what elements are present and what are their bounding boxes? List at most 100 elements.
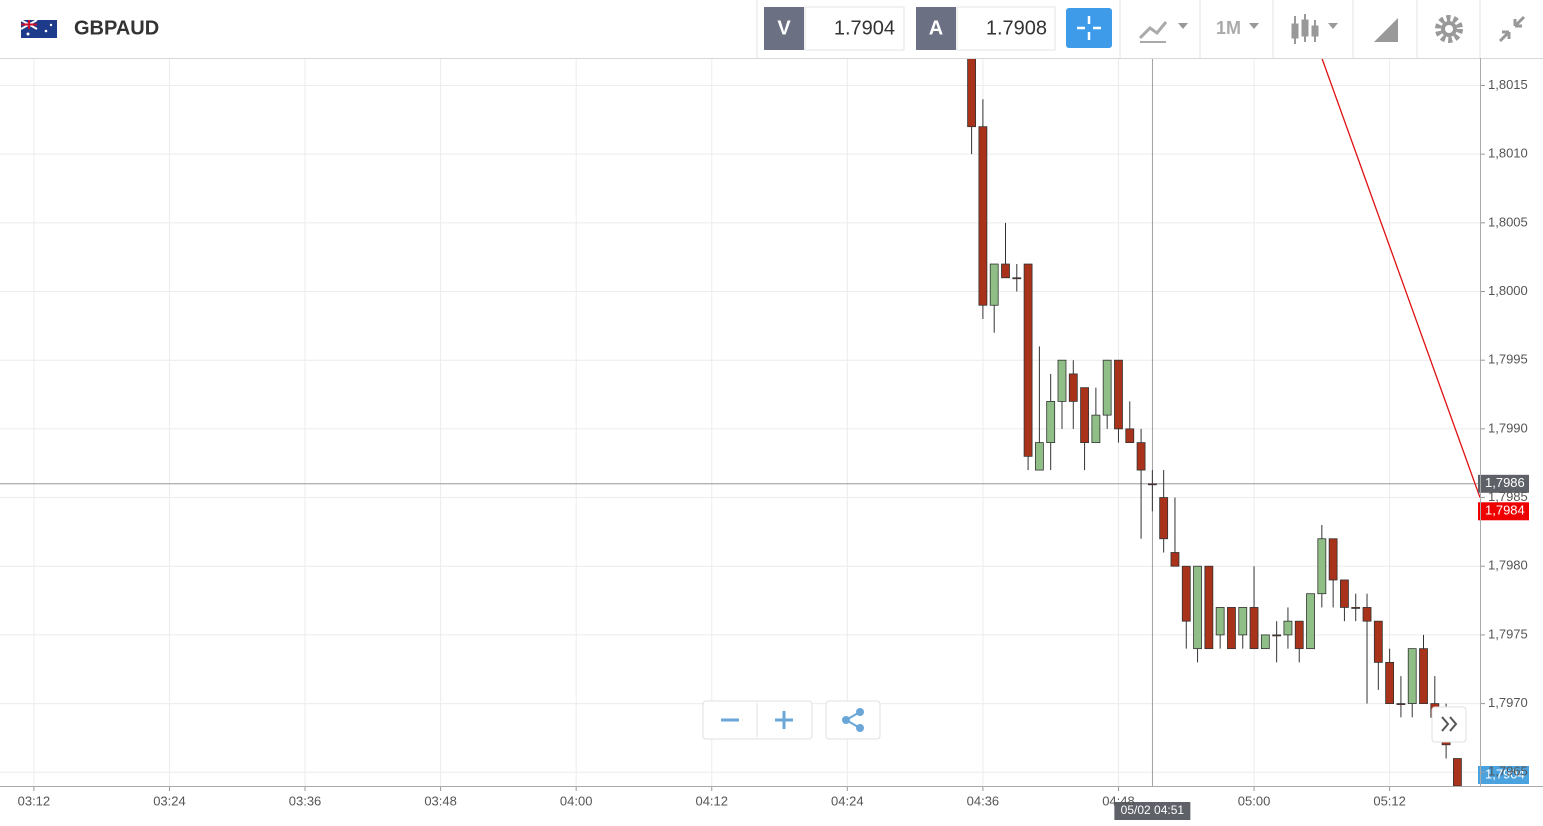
candle-body bbox=[1001, 263, 1010, 279]
y-tick-label: 1,7995 bbox=[1488, 352, 1528, 367]
drawing-button[interactable] bbox=[1374, 18, 1398, 42]
ask-label: A bbox=[929, 17, 943, 39]
x-tick-label: 04:36 bbox=[967, 793, 1000, 808]
candle-body bbox=[1453, 758, 1462, 786]
x-tick-label: 04:48 bbox=[1102, 793, 1135, 808]
y-tick-label: 1,8000 bbox=[1488, 283, 1528, 298]
candle-body bbox=[1396, 703, 1406, 705]
candle-body bbox=[1114, 359, 1123, 430]
candle-body bbox=[1260, 634, 1270, 650]
candle-body bbox=[1204, 565, 1214, 650]
scroll-right-button[interactable] bbox=[1431, 706, 1467, 743]
crosshair-time-label: 05/02 04:51 bbox=[1121, 803, 1185, 817]
candle-body bbox=[1362, 607, 1372, 622]
candle-body bbox=[1136, 442, 1146, 471]
x-tick-label: 05:00 bbox=[1238, 793, 1271, 808]
candle-body bbox=[1023, 263, 1033, 457]
price-badge bbox=[1478, 502, 1529, 521]
y-tick-label: 1,7985 bbox=[1488, 489, 1528, 504]
candle-body bbox=[1294, 620, 1304, 650]
candle-body bbox=[1091, 414, 1101, 444]
candle-body bbox=[1227, 607, 1236, 650]
fullscreen-button[interactable] bbox=[1498, 15, 1526, 43]
candle-body bbox=[1215, 607, 1225, 636]
x-tick-label: 05:12 bbox=[1373, 793, 1406, 808]
bid-price: 1.7904 bbox=[834, 17, 895, 39]
candle-body bbox=[1373, 620, 1383, 663]
price-badge-label: 1,7904 bbox=[1485, 766, 1525, 781]
indicator-button[interactable] bbox=[1138, 21, 1188, 43]
crosshair-icon bbox=[1077, 16, 1101, 40]
candle-body bbox=[1272, 634, 1282, 637]
flag-icon bbox=[20, 19, 57, 38]
candle-body bbox=[1249, 607, 1259, 650]
candle-body bbox=[1283, 620, 1293, 636]
candle-body bbox=[1057, 359, 1067, 402]
x-tick-label: 03:12 bbox=[18, 793, 51, 808]
ask-button[interactable] bbox=[916, 7, 956, 50]
chart-type-button[interactable] bbox=[1291, 14, 1338, 44]
crosshair-price-label: 1,7986 bbox=[1485, 475, 1525, 490]
candle-body bbox=[967, 58, 977, 128]
bid-button[interactable] bbox=[764, 7, 804, 50]
candle-body bbox=[1407, 648, 1417, 704]
y-tick-label: 1,7965 bbox=[1488, 764, 1528, 779]
settings-button[interactable] bbox=[1435, 15, 1463, 43]
bid-box bbox=[804, 6, 905, 51]
candle-body bbox=[1159, 497, 1169, 540]
toolbar: GBPAUD V 1.7904 A 1.7908 1M bbox=[0, 0, 1543, 59]
x-tick-label: 04:12 bbox=[695, 793, 728, 808]
crosshair-price-badge bbox=[1478, 474, 1529, 493]
y-tick-label: 1,8005 bbox=[1488, 214, 1528, 229]
y-tick-label: 1,7980 bbox=[1488, 558, 1528, 573]
candle-body bbox=[1351, 607, 1361, 609]
candle-body bbox=[978, 126, 988, 306]
zoom-in-button[interactable] bbox=[775, 711, 793, 729]
candle-body bbox=[1306, 593, 1315, 650]
candle-body bbox=[1068, 373, 1078, 402]
bid-label: V bbox=[777, 17, 791, 39]
candle-body bbox=[1170, 552, 1180, 567]
price-badge-label: 1,7984 bbox=[1485, 503, 1525, 518]
x-tick-label: 03:48 bbox=[424, 793, 457, 808]
trend-line bbox=[1321, 58, 1480, 498]
crosshair-time-badge bbox=[1114, 802, 1191, 820]
x-tick-label: 03:36 bbox=[289, 793, 322, 808]
candle-body bbox=[1080, 387, 1089, 444]
timeframe-button[interactable]: 1M bbox=[1216, 18, 1241, 38]
y-tick-label: 1,7975 bbox=[1488, 626, 1528, 641]
y-tick-label: 1,8010 bbox=[1488, 146, 1528, 161]
candle-body bbox=[1317, 538, 1327, 595]
price-badge bbox=[1478, 766, 1529, 784]
candle-body bbox=[989, 263, 999, 306]
candle-body bbox=[1125, 428, 1135, 444]
candle-body bbox=[1012, 277, 1022, 280]
share-button[interactable] bbox=[825, 700, 881, 740]
y-tick-label: 1,7970 bbox=[1488, 695, 1528, 710]
candle-body bbox=[1102, 359, 1112, 416]
crosshair-button[interactable] bbox=[1066, 8, 1112, 48]
zoom-controls bbox=[702, 700, 1467, 743]
plot-area bbox=[0, 58, 1480, 786]
candle-body bbox=[1385, 661, 1395, 704]
y-tick-label: 1,7990 bbox=[1488, 420, 1528, 435]
candle-body bbox=[1034, 442, 1044, 471]
candle-body bbox=[1046, 400, 1056, 444]
candle-body bbox=[1238, 607, 1248, 636]
candle-body bbox=[1147, 483, 1157, 486]
overlay: 1,7984 1,7904 1,7986 05/02 04:51 bbox=[1114, 474, 1529, 820]
ask-price: 1.7908 bbox=[986, 17, 1047, 39]
ask-box bbox=[956, 6, 1056, 51]
symbol: GBPAUD bbox=[74, 17, 159, 39]
x-tick-label: 03:24 bbox=[153, 793, 186, 808]
candle-body bbox=[1193, 565, 1202, 650]
candle-body bbox=[1181, 565, 1191, 622]
x-tick-label: 04:00 bbox=[560, 793, 593, 808]
candle-body bbox=[1419, 648, 1428, 704]
x-tick-label: 04:24 bbox=[831, 793, 864, 808]
y-tick-label: 1,8015 bbox=[1488, 77, 1528, 92]
candle-body bbox=[1328, 538, 1338, 581]
